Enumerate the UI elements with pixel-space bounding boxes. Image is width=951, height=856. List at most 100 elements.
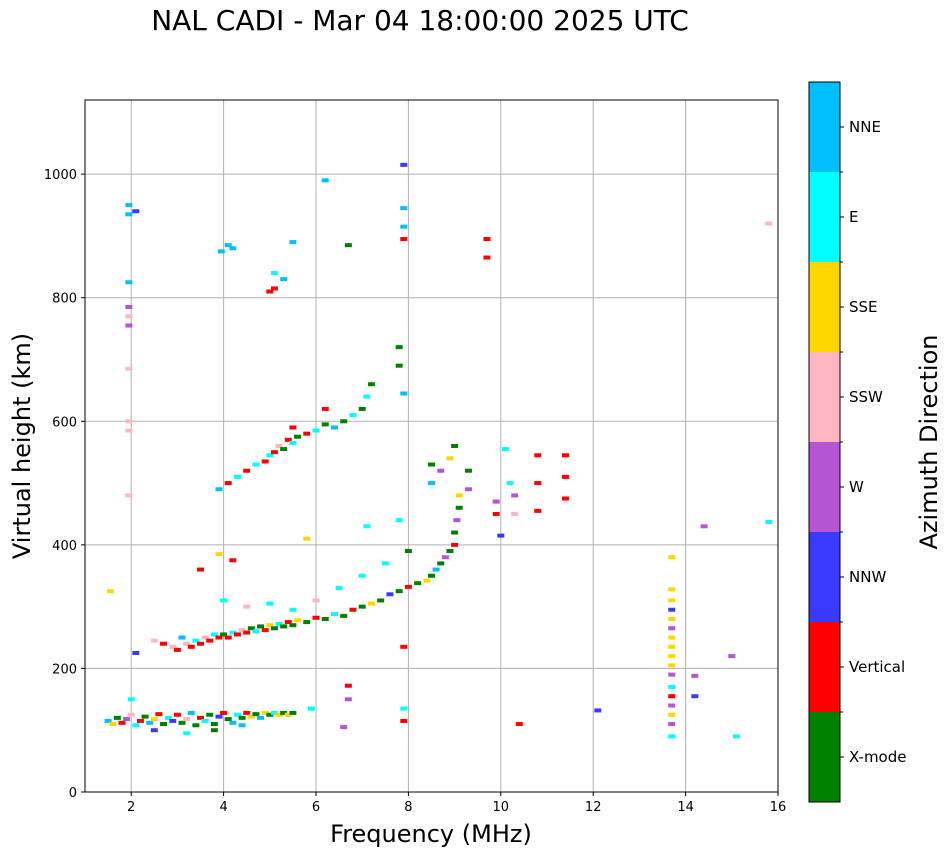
data-point [400,391,408,396]
data-point [668,598,676,603]
data-point [220,632,228,637]
data-point [187,644,195,649]
y-tick-label: 400 [52,539,77,554]
data-point [197,567,204,572]
data-point [534,481,542,486]
data-point [141,714,149,719]
data-point [206,712,214,717]
data-point [363,394,371,399]
data-point [270,271,278,275]
data-point [197,641,204,646]
data-point [125,203,133,208]
y-tick-label: 800 [52,292,77,307]
data-point [173,647,181,652]
data-point [400,162,408,167]
data-point [335,586,343,591]
data-point [501,447,509,452]
data-point [395,345,403,350]
data-point [197,715,204,720]
colorbar-label: SSW [849,388,883,406]
data-point [178,720,186,725]
data-point [238,715,246,720]
data-point [483,237,491,242]
x-tick-label: 10 [493,800,510,815]
data-point [464,487,472,492]
colorbar-label: X-mode [849,748,906,766]
data-point [217,249,225,254]
y-tick-label: 1000 [44,168,77,183]
data-point [668,712,676,717]
data-point [125,280,133,285]
x-tick-label: 16 [770,800,787,815]
data-point [127,712,135,717]
data-point [340,725,348,730]
data-point [511,493,519,498]
data-point [344,243,352,248]
data-point [125,366,133,371]
data-point [127,697,135,702]
x-tick-label: 8 [404,800,412,815]
data-point [106,589,114,594]
colorbar-label: Vertical [849,658,905,676]
data-point [349,607,357,612]
data-point [192,723,200,728]
colorbar-segment [809,352,840,442]
colorbar-label: NNW [849,568,886,586]
data-point [160,641,168,646]
colorbar-label: NNE [849,118,881,136]
data-point [284,437,292,442]
data-point [178,635,186,640]
data-point [220,710,228,715]
data-point [428,462,435,467]
data-point [247,714,255,719]
data-point [321,406,329,411]
data-point [275,621,283,626]
data-point [400,237,408,242]
data-point [136,718,144,723]
data-point [349,413,357,418]
data-point [437,468,445,473]
data-point [266,712,274,717]
data-point [386,592,394,597]
data-point [395,518,403,523]
colorbar-segment [809,172,840,262]
colorbar-frame [808,81,841,803]
data-point [367,382,375,387]
data-point [321,422,329,427]
data-point [400,224,408,229]
data-point [451,444,459,448]
data-point [423,578,431,583]
data-point [428,573,435,578]
data-point [330,425,338,430]
data-point [238,628,246,633]
data-point [280,624,288,629]
data-point [395,363,403,368]
data-point [561,453,569,458]
colorbar-segment [809,262,840,352]
data-point [125,428,133,433]
data-point [732,734,740,739]
data-point [243,630,251,635]
data-point [275,712,283,717]
data-point [464,468,472,473]
data-point [210,728,218,733]
colorbar-segment [809,82,840,172]
data-point [215,487,223,492]
data-point [400,706,408,711]
data-point [668,703,676,708]
x-tick-label: 12 [585,800,602,815]
data-point [284,712,292,717]
data-point [261,459,269,464]
data-point [668,654,676,659]
data-point [289,710,297,715]
colorbar-segment [809,442,840,532]
data-point [534,508,542,513]
data-point [224,243,232,248]
y-tick-label: 0 [69,786,77,801]
data-point [437,561,445,566]
data-point [252,462,260,467]
data-point [229,630,237,635]
data-point [284,620,292,625]
data-point [266,289,274,294]
